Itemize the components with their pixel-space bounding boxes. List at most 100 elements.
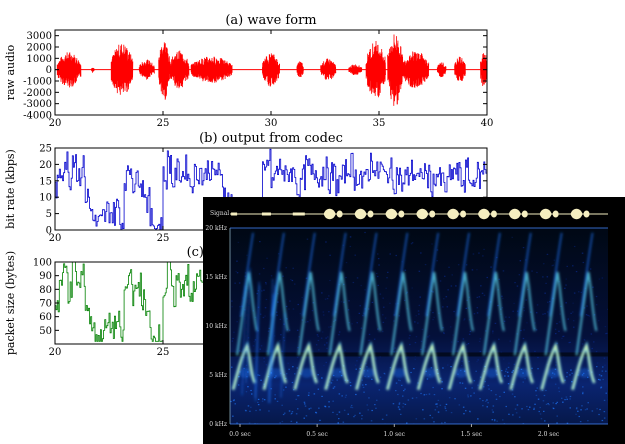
waveform-x-tick-label: 30 <box>265 118 278 129</box>
spectrogram-noise <box>464 387 467 389</box>
spectrogram-noise <box>561 337 563 339</box>
spectrogram-noise <box>487 384 490 387</box>
spectrogram-noise <box>444 406 446 408</box>
spectrogram-noise <box>286 373 288 375</box>
waveform-burst <box>262 53 280 87</box>
spectrogram-noise <box>433 281 435 283</box>
spectrogram-noise <box>460 364 463 367</box>
spectrogram-noise <box>385 414 388 416</box>
spectrogram-noise <box>371 378 373 380</box>
spectrogram-noise <box>599 408 601 411</box>
spectrogram-noise <box>294 373 296 375</box>
spectrogram-noise <box>457 341 459 343</box>
spectrogram-noise <box>304 403 306 405</box>
spectrogram-noise <box>600 375 603 377</box>
spectrogram-noise <box>360 284 362 287</box>
spectrogram-noise <box>424 264 427 266</box>
spectrogram-x-tick-label: 1.5 sec <box>461 431 483 438</box>
spectrogram-noise <box>367 308 370 310</box>
packetsize-y-tick-label: 90 <box>39 271 52 282</box>
spectrogram-noise <box>349 236 352 238</box>
spectrogram-noise <box>556 323 558 325</box>
spectrogram-noise <box>573 326 575 328</box>
spectrogram-noise <box>443 298 445 300</box>
spectrogram-noise <box>602 366 604 368</box>
spectrogram-noise <box>463 318 466 320</box>
spectrogram-noise <box>254 339 257 341</box>
spectrogram-noise <box>268 337 270 339</box>
spectrogram-noise <box>411 242 414 244</box>
signal-blip <box>385 208 398 220</box>
spectrogram-noise <box>338 393 341 395</box>
spectrogram-call <box>385 232 413 391</box>
spectrogram-noise <box>543 263 545 265</box>
spectrogram-noise <box>407 399 410 401</box>
spectrogram-call <box>355 232 382 391</box>
spectrogram-y-tick-label: 10 kHz <box>205 323 227 330</box>
spectrogram-noise <box>303 401 306 403</box>
spectrogram-noise <box>569 374 571 376</box>
spectrogram-noise <box>477 359 479 361</box>
waveform-burst-trace <box>365 40 386 98</box>
spectrogram-noise <box>542 400 545 402</box>
spectrogram-noise <box>239 306 241 308</box>
spectrogram-noise <box>362 315 364 317</box>
waveform-burst-trace <box>190 56 233 83</box>
spectrogram-noise <box>290 420 293 422</box>
call-fundamental-core <box>479 343 503 390</box>
spectrogram-noise <box>375 407 377 409</box>
spectrogram-noise <box>554 383 557 385</box>
spectrogram-noise <box>505 405 507 408</box>
spectrogram-noise <box>518 416 521 418</box>
spectrogram-noise <box>342 421 345 423</box>
spectrogram-noise <box>424 346 426 348</box>
spectrogram-call <box>293 232 320 391</box>
spectrogram-noise <box>562 356 565 358</box>
spectrogram-noise <box>359 412 361 414</box>
spectrogram-noise <box>364 231 366 234</box>
spectrogram-noise <box>389 302 391 304</box>
call-fundamental-core <box>294 343 318 390</box>
spectrogram-noise <box>292 267 294 269</box>
spectrogram-noise <box>558 330 560 332</box>
spectrogram-noise <box>262 316 265 319</box>
spectrogram-noise <box>572 320 575 322</box>
spectrogram-noise <box>559 313 561 315</box>
spectrogram-noise <box>368 397 370 399</box>
spectrogram-noise <box>261 290 263 292</box>
waveform-title: (a) wave form <box>225 13 316 28</box>
spectrogram-noise <box>566 376 568 378</box>
spectrogram-noise <box>328 381 331 383</box>
call-fundamental-core <box>571 343 596 390</box>
spectrogram-noise <box>439 280 442 282</box>
spectrogram-noise <box>555 333 557 335</box>
spectrogram-noise <box>476 307 479 309</box>
spectrogram-noise <box>436 260 438 262</box>
spectrogram-noise <box>263 267 265 270</box>
spectrogram-noise <box>426 378 429 380</box>
spectrogram-noise <box>257 374 259 376</box>
spectrogram-noise <box>246 254 248 256</box>
spectrogram-noise <box>547 301 549 303</box>
spectrogram-noise <box>313 393 316 395</box>
spectrogram-noise <box>245 410 247 412</box>
spectrogram-noise <box>586 305 588 307</box>
spectrogram-noise <box>447 364 449 366</box>
waveform-burst <box>296 61 304 78</box>
spectrogram-noise <box>546 311 549 313</box>
spectrogram-noise <box>571 381 573 383</box>
spectrogram-noise <box>379 376 382 378</box>
spectrogram-noise <box>292 308 295 310</box>
spectrogram-x-tick-label: 0.5 sec <box>306 431 328 438</box>
spectrogram-noise <box>586 408 588 410</box>
signal-blip <box>261 212 271 216</box>
spectrogram-noise <box>583 339 586 341</box>
spectrogram-noise <box>277 293 279 295</box>
spectrogram-noise <box>402 402 405 405</box>
spectrogram-noise <box>509 340 511 342</box>
spectrogram-noise <box>259 241 261 243</box>
spectrogram-noise <box>563 335 565 337</box>
spectrogram-noise <box>435 403 437 405</box>
spectrogram-noise <box>258 273 261 275</box>
spectrogram-noise <box>297 395 300 397</box>
